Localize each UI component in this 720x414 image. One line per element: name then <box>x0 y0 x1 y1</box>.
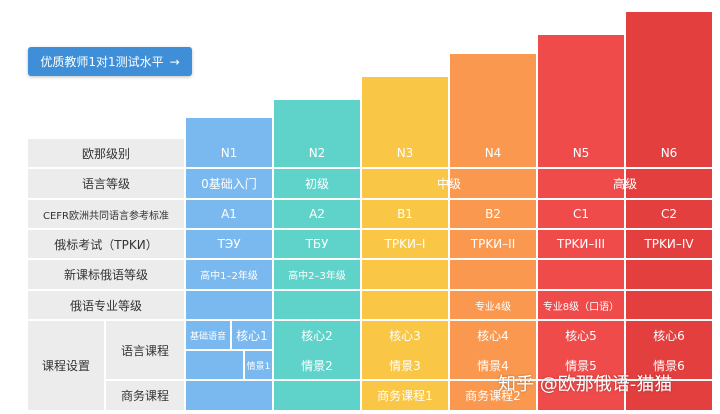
test-level-button[interactable]: 优质教师1对1测试水平 → <box>28 47 192 76</box>
level-bar-n3 <box>362 77 448 410</box>
course-core-5: 核心5 <box>565 328 597 343</box>
trki-1: TPKИ–I <box>384 237 426 251</box>
course-core-2: 核心2 <box>301 328 333 343</box>
row-label-grade: 语言等级 <box>28 169 184 198</box>
cell-divider <box>243 351 245 379</box>
course-scene-6: 情景6 <box>653 358 685 373</box>
grade-advanced: 高级 <box>612 177 637 191</box>
trki-2: TPKИ–II <box>470 237 516 251</box>
row-label-course-setting: 课程设置 <box>28 321 104 410</box>
cefr-b1: B1 <box>397 207 413 221</box>
trki-tbu: TБУ <box>305 237 329 251</box>
course-core-3: 核心3 <box>389 328 421 343</box>
level-n3: N3 <box>396 146 414 160</box>
grade-intermediate: 中级 <box>436 177 461 191</box>
cefr-b2: B2 <box>485 207 501 221</box>
level-n5: N5 <box>572 146 590 160</box>
level-bar-n1 <box>186 118 272 410</box>
course-scene-2: 情景2 <box>301 358 333 373</box>
level-n1: N1 <box>220 146 238 160</box>
cefr-c1: C1 <box>572 207 589 221</box>
level-bar-n5 <box>538 35 624 410</box>
level-n6: N6 <box>660 146 678 160</box>
course-scene-4: 情景4 <box>477 358 509 373</box>
trki-teu: TЭУ <box>217 237 241 251</box>
arrow-right-icon: → <box>169 54 180 69</box>
row-divider <box>186 319 712 321</box>
course-scene-5: 情景5 <box>565 358 597 373</box>
cell-divider <box>230 321 232 349</box>
row-label-business-course: 商务课程 <box>106 381 184 410</box>
course-core-6: 核心6 <box>653 328 685 343</box>
trki-4: TPKИ–IV <box>644 237 694 251</box>
course-core-4: 核心4 <box>477 328 509 343</box>
level-bar-n6 <box>626 12 712 410</box>
row-label-trki: 俄标考试（TPKИ） <box>28 230 184 258</box>
curriculum-2: 高中2–3年级 <box>288 271 346 282</box>
course-business-1: 商务课程1 <box>377 389 433 403</box>
row-divider <box>186 258 712 260</box>
row-label-language-course: 语言课程 <box>106 321 184 379</box>
cefr-a2: A2 <box>309 207 325 221</box>
course-scene-1: 情景1 <box>246 361 271 372</box>
row-divider <box>186 349 274 351</box>
level-n2: N2 <box>308 146 326 160</box>
grade-elementary: 初级 <box>304 177 329 191</box>
trki-3: TPKИ–III <box>556 237 606 251</box>
level-bar-n2 <box>274 100 360 410</box>
cefr-c2: C2 <box>660 207 677 221</box>
row-divider <box>186 289 712 291</box>
course-core-1: 核心1 <box>236 328 268 343</box>
row-label-level: 欧那级别 <box>28 139 184 167</box>
row-divider <box>186 379 712 381</box>
course-scene-3: 情景3 <box>389 358 421 373</box>
curriculum-1: 高中1–2年级 <box>200 271 258 282</box>
row-label-cefr: CEFR欧洲共同语言参考标准 <box>28 200 184 228</box>
row-divider <box>186 167 712 169</box>
major-grade-8: 专业8级（口语） <box>542 301 620 313</box>
grade-beginner: 0基础入门 <box>201 177 257 191</box>
level-n4: N4 <box>484 146 502 160</box>
test-level-button-label: 优质教师1对1测试水平 <box>40 55 164 69</box>
row-label-curriculum: 新课标俄语等级 <box>28 260 184 289</box>
level-bar-n4 <box>450 54 536 410</box>
major-grade-4: 专业4级 <box>474 301 512 313</box>
row-divider <box>186 228 712 230</box>
row-divider <box>186 198 712 200</box>
zhihu-watermark: 知乎 @欧那俄语-猫猫 <box>498 374 673 395</box>
course-business-2: 商务课程2 <box>465 389 521 403</box>
row-label-major: 俄语专业等级 <box>28 291 184 319</box>
course-basic-phonetics: 基础语音 <box>189 331 226 342</box>
cefr-a1: A1 <box>221 207 237 221</box>
